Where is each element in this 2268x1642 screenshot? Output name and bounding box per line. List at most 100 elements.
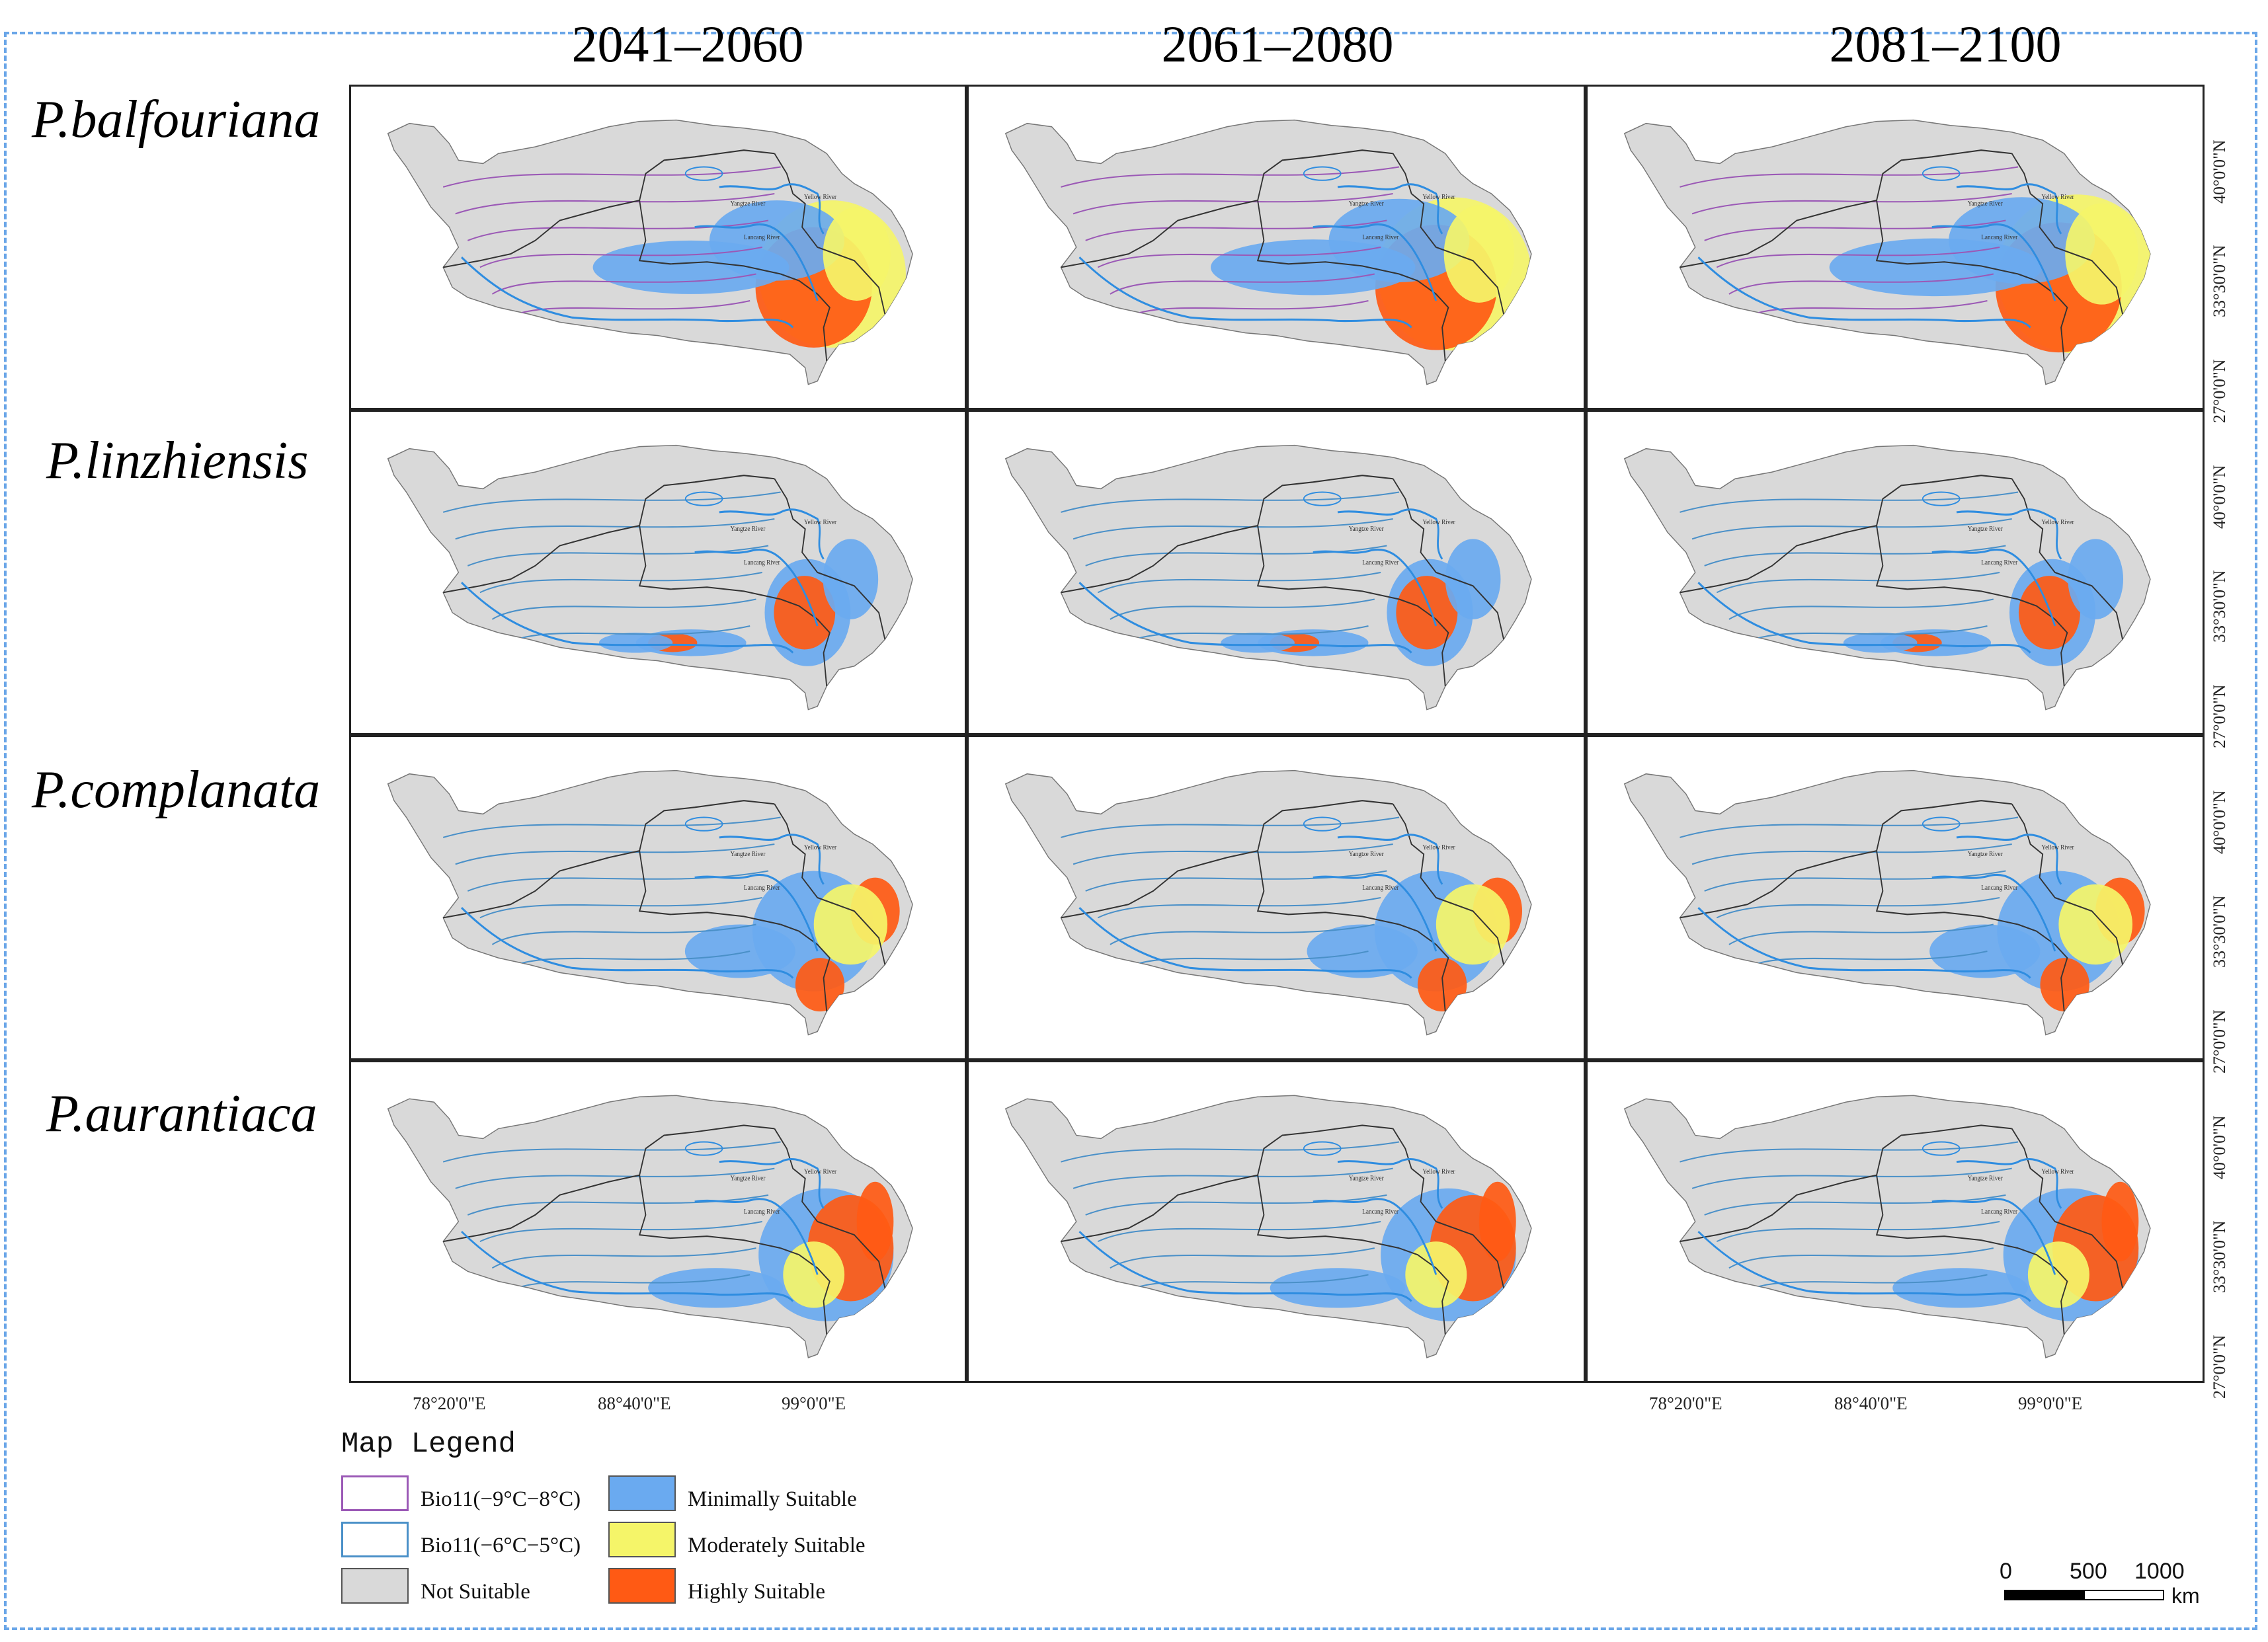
map-panel-plinzhiensis-2: Yangtze River Yellow River Lancang River [967,410,1586,735]
province-border [2011,478,2074,580]
province-border [639,149,775,201]
legend-label-highly: Highly Suitable [688,1580,826,1604]
bio11-contour [1110,273,1375,295]
longitude-label: 88°40'0"E [1834,1393,1908,1413]
map-svg: Yangtze River Yellow River Lancang River [1623,119,2151,385]
river-line [719,508,825,560]
province-border [1256,525,1400,600]
map-panel-pcomplanata-3: Yangtze River Yellow River Lancang River [1586,735,2205,1060]
river-label: Lancang River [1362,234,1399,241]
river-label: Yangtze River [1349,1175,1385,1182]
river-line [1313,1198,1438,1275]
lake-outline [1303,166,1342,181]
province-border [1257,475,1393,526]
river-label: Yellow River [804,519,837,526]
province-border [835,578,886,640]
latitude-label: 40°0'0"N [2210,465,2229,529]
lake-outline [1922,491,1961,506]
map-svg: Yangtze River Yellow River Lancang River [387,1095,913,1358]
province-border [2011,803,2074,906]
bio11-contour [491,923,756,945]
province-border [1454,253,1505,315]
suitability-zone-minimally [2068,539,2124,619]
map-panel-paurantiaca-3: Yangtze River Yellow River Lancang River [1586,1060,2205,1383]
longitude-label: 99°0'0"E [782,1393,846,1413]
suitability-zone-minimally [1829,238,2043,297]
lake-outline [684,816,723,832]
river-line [1697,907,2031,979]
river-line [1931,548,2056,627]
bio11-contour [491,273,756,295]
province-border [1392,153,1455,255]
legend-swatch-not-suitable [341,1568,409,1604]
province-border [774,1128,836,1229]
river-line [1313,548,1438,627]
lake-outline [1303,1141,1342,1156]
bio11-contour [1097,247,1381,268]
river-line [719,183,825,235]
bio11-contour [479,897,762,919]
river-line [1956,508,2062,560]
river-label: Yellow River [2041,1168,2074,1175]
legend-label-minimally: Minimally Suitable [688,1487,857,1511]
suitability-zone-minimally [1211,239,1416,295]
bio11-contour [455,192,775,215]
province-border [1876,475,2012,526]
province-border [638,200,781,275]
bio11-contour [1073,1167,1393,1189]
suitability-zone-minimally [823,539,879,619]
river-label: Yellow River [1422,194,1455,201]
map-svg: Yangtze River Yellow River Lancang River [387,444,913,711]
river-line [1956,834,2062,885]
river-line [1697,1230,2031,1302]
figure-frame [4,32,2257,1630]
bio11-contour [455,843,775,865]
scale-bar [2004,1590,2164,1600]
bio11-contour [1716,572,2000,594]
latitude-label: 33°30'0"N [2210,895,2229,968]
province-border [1061,1174,1258,1243]
river-line [1931,873,2056,952]
suitability-zone-minimally [592,240,790,294]
province-border [2011,153,2074,255]
province-border [638,1175,781,1249]
river-label: Yangtze River [1968,851,2004,858]
legend-swatch-bio11-cold [341,1475,409,1511]
province-border [780,598,830,687]
suitability-zone-moderately [1436,884,1510,965]
province-border [1680,525,1877,594]
longitude-label: 78°20'0"E [413,1393,486,1413]
province-border [1454,1228,1505,1288]
river-label: Lancang River [744,884,781,892]
bio11-contour [479,1221,762,1243]
suitability-zone-minimally [1445,539,1501,619]
map-panel-paurantiaca-1: Yangtze River Yellow River Lancang River [349,1060,967,1383]
bio11-contour [442,491,781,513]
bio11-contour [1110,598,1375,620]
province-border [638,525,781,600]
river-line [694,873,819,952]
legend-swatch-highly [608,1568,676,1604]
legend-label-bio11-warm: Bio11(−6°C−5°C) [421,1534,581,1557]
bio11-contour [1073,192,1393,215]
bio11-contour [1680,166,2019,188]
suitability-zone-highly [856,1181,894,1262]
province-border [1392,478,1455,580]
suitability-zone-minimally [648,1268,784,1308]
lake-outline [1922,1141,1961,1156]
bio11-contour [1728,1247,1994,1269]
province-border [2011,1128,2074,1229]
legend-swatch-bio11-warm [341,1522,409,1557]
map-panel-pcomplanata-1: Yangtze River Yellow River Lancang River [349,735,967,1060]
map-panel-plinzhiensis-1: Yangtze River Yellow River Lancang River [349,410,967,735]
river-line [461,582,794,654]
province-border [835,904,886,965]
river-line [1931,1198,2056,1275]
province-border [1875,1175,2019,1249]
river-line [719,1158,825,1209]
river-label: Yangtze River [1349,526,1385,533]
bio11-contour [455,518,775,540]
bio11-contour [1716,897,2000,919]
bio11-contour [1680,1141,2019,1163]
bio11-contour [455,1167,775,1189]
